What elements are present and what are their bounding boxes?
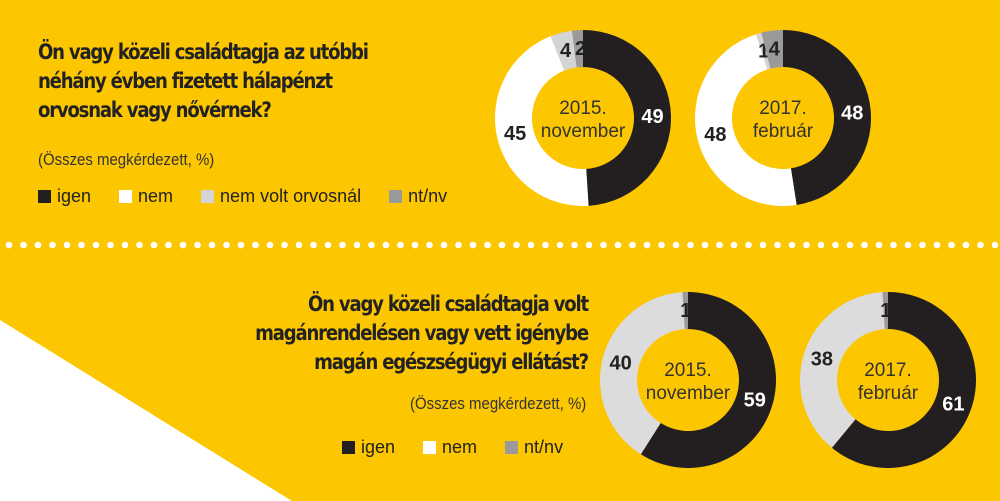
title-line: Ön vagy közeli családtagja volt [308, 292, 589, 316]
title-line: Ön vagy közeli családtagja az utóbbi [38, 40, 369, 64]
data-label: 48 [704, 124, 726, 146]
data-label: 49 [641, 106, 663, 128]
donut-slice-nem-volt-orvosnal [550, 30, 577, 71]
data-label: 38 [811, 349, 833, 371]
donut-slice-nem [800, 292, 885, 448]
data-label: 2 [575, 38, 586, 60]
chart2-legend: igen nem nt/nv [342, 437, 591, 458]
legend-label: nem [138, 186, 174, 206]
legend-item-nem-volt-orvosnal: nem volt orvosnál [201, 186, 361, 207]
donut-slice-igen [831, 292, 976, 468]
legend-swatch [119, 190, 133, 203]
donut-center-year: 2015. [664, 360, 712, 381]
dotted-divider [5, 241, 999, 249]
chart1-legend: igen nem nem volt orvosnál nt/nv [38, 186, 475, 207]
legend-label: nt/nv [524, 437, 564, 457]
title-line: orvosnak vagy nővérnek? [38, 98, 272, 122]
data-label: 48 [841, 103, 863, 125]
legend-swatch [423, 441, 437, 454]
legend-item-igen: igen [342, 437, 395, 458]
donut-slice-nt-nv [761, 30, 783, 69]
legend-label: igen [361, 437, 396, 457]
data-label: 45 [504, 123, 526, 145]
data-label: 4 [560, 40, 572, 62]
data-label: 61 [942, 394, 964, 416]
chart1-title: Ön vagy közeli családtagja az utóbbi néh… [38, 38, 369, 125]
title-line: néhány évben fizetett hálapénzt [38, 69, 333, 93]
donut-slice-igen [640, 292, 777, 468]
chart1-subtitle: (Összes megkérdezett, %) [38, 150, 215, 169]
donut-center-year: 2017. [759, 98, 807, 119]
donut-center-month: november [646, 383, 731, 404]
donut-slice-nem-volt-orvosnal [756, 32, 771, 70]
title-line: magánrendelésen vagy vett igénybe [255, 321, 589, 345]
legend-swatch [342, 441, 355, 454]
data-label: 1 [680, 300, 691, 322]
title-line: magán egészségügyi ellátást? [314, 350, 589, 374]
donut-slice-nem [495, 36, 589, 206]
donut-slice-nt-nv [882, 292, 888, 330]
donut-center-month: november [541, 121, 626, 142]
donut-center-year: 2017. [864, 360, 912, 381]
donut-slice-nem [694, 34, 797, 207]
data-label: 1 [880, 300, 891, 322]
donut-center-month: február [753, 121, 814, 142]
data-label: 59 [744, 389, 766, 411]
donut-slice-nt-nv [571, 30, 583, 68]
legend-swatch [505, 441, 519, 454]
legend-label: nt/nv [408, 186, 448, 206]
legend-swatch [38, 190, 51, 203]
donut-slice-igen [583, 30, 671, 206]
legend-label: nem [442, 437, 478, 457]
legend-item-nem: nem [119, 186, 173, 207]
legend-swatch [389, 190, 403, 203]
legend-item-nt-nv: nt/nv [389, 186, 447, 207]
legend-item-nt-nv: nt/nv [505, 437, 563, 458]
legend-label: igen [57, 186, 92, 206]
chart2-subtitle: (Összes megkérdezett, %) [409, 394, 586, 413]
data-label: 4 [769, 39, 781, 61]
legend-label: nem volt orvosnál [220, 186, 362, 206]
data-label: 40 [610, 353, 632, 375]
donut-slice-nt-nv [682, 292, 688, 330]
donut-center-month: február [858, 383, 919, 404]
legend-item-nem: nem [423, 437, 477, 458]
data-label: 1 [758, 41, 769, 63]
donut-center-year: 2015. [559, 98, 607, 119]
donut-slice-nem [599, 292, 685, 455]
donut-slice-igen [783, 30, 872, 205]
legend-item-igen: igen [38, 186, 91, 207]
chart2-title: Ön vagy közeli családtagja volt magánren… [255, 290, 589, 377]
legend-swatch [201, 190, 215, 203]
